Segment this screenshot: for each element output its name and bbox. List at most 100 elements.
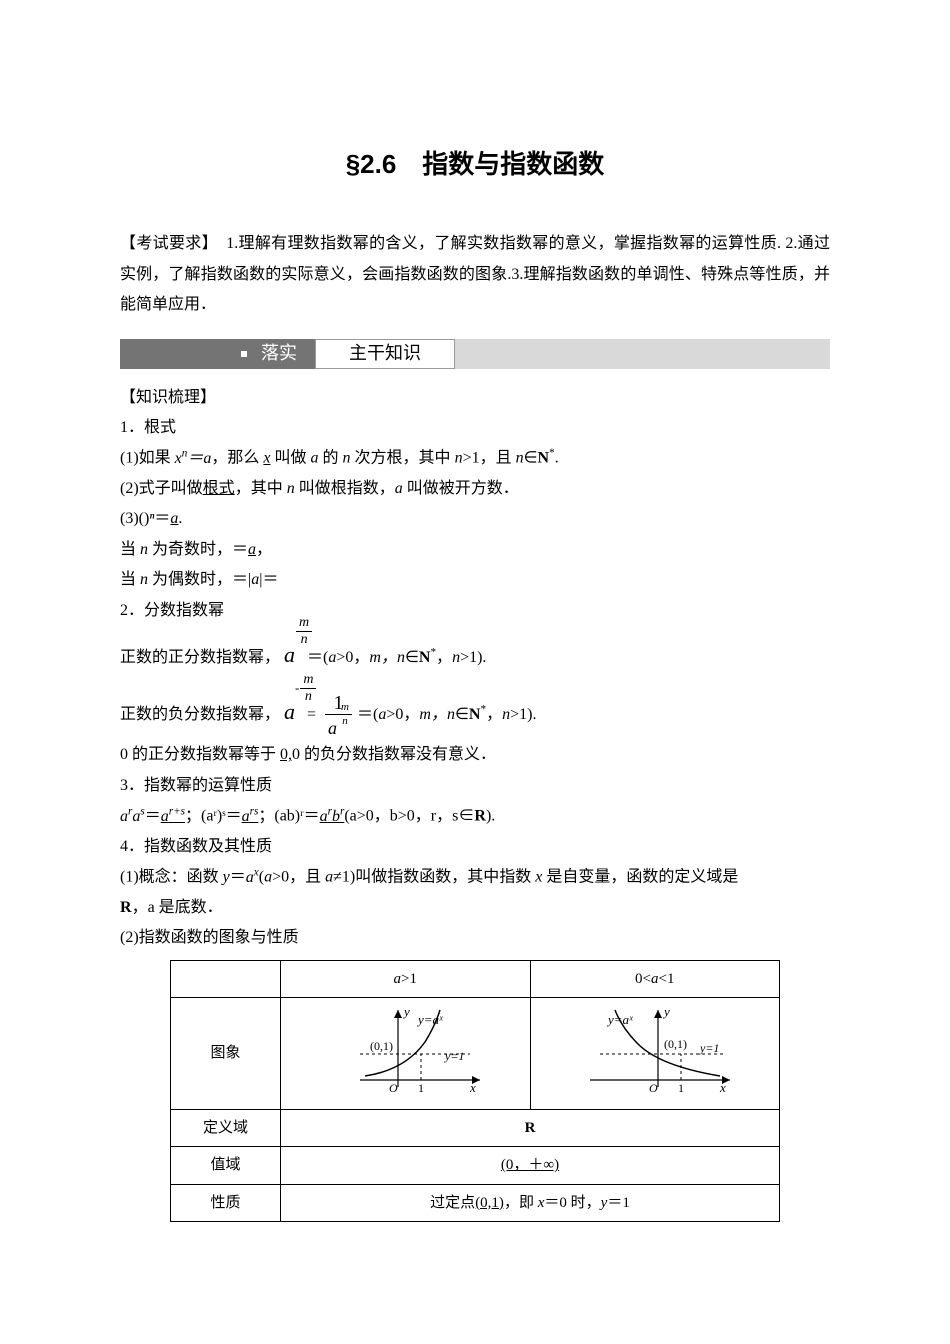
sec4-head: 4．指数函数及其性质 [120, 832, 830, 862]
t: 过定点 [430, 1195, 475, 1211]
table-row: 定义域 R [171, 1109, 780, 1147]
table-row: 值域 (0，＋∞) [171, 1147, 780, 1185]
v: m，n [369, 649, 405, 666]
t: >1). [510, 706, 536, 723]
table-row: 图象 O 1 x y (0,1) y=1 y=aˣ [171, 998, 780, 1110]
v: a [395, 480, 403, 497]
t: ；(aʳ)ˢ＝ [185, 808, 242, 825]
t: R [525, 1120, 536, 1136]
u: a [248, 541, 256, 558]
u: arbr [320, 808, 345, 825]
t: 当 n 为奇数时，＝ [120, 541, 248, 558]
t: ；(ab)ʳ＝ [258, 808, 319, 825]
sec2-head: 2．分数指数幂 [120, 596, 830, 626]
u: ars [242, 808, 259, 825]
t: ，a 是底数． [132, 899, 223, 916]
svg-text:y=1: y=1 [699, 1041, 719, 1055]
t: ∈ [405, 649, 419, 666]
t: ，那么 [211, 450, 263, 467]
set-N: N [538, 450, 550, 467]
t: ， [486, 706, 502, 723]
t: (2)式子叫做 [120, 480, 203, 497]
t: 正数的正分数指数幂， [120, 649, 280, 666]
banner-dark: 落实 [120, 339, 315, 369]
sec1-even: 当 n 为偶数时，＝|a|＝ [120, 565, 830, 595]
sec3-head: 3．指数幂的运算性质 [120, 771, 830, 801]
t: 叫做被开方数． [403, 480, 519, 497]
a-pow-m-n: a mn [284, 626, 295, 683]
a-pow-neg-m-n: a -mn [284, 683, 295, 740]
exp-function-table: a>1 0<a<1 图象 O 1 x y (0,1) y=1 y=aˣ [170, 960, 780, 1223]
v: n [516, 450, 524, 467]
svg-text:y=aˣ: y=aˣ [606, 1012, 633, 1027]
t: ). [486, 808, 495, 825]
set-R: R [120, 899, 132, 916]
svg-text:y: y [402, 1004, 410, 1019]
sec3-rules: aras＝ar+s；(aʳ)ˢ＝ars；(ab)ʳ＝arbr(a>0，b>0，r… [120, 801, 830, 832]
svg-text:x: x [469, 1080, 476, 1094]
sec4-p1b: R，a 是底数． [120, 893, 830, 923]
t: 正数的负分数指数幂， [120, 706, 280, 723]
graph-decreasing: O 1 x y (0,1) y=1 y=aˣ [530, 998, 780, 1110]
u: (0,1) [475, 1195, 504, 1211]
svg-text:(0,1): (0,1) [664, 1037, 687, 1051]
svg-text:y=1: y=1 [444, 1049, 464, 1063]
set-R: R [474, 808, 486, 825]
t: 叫做 [271, 450, 311, 467]
t: . [178, 510, 182, 527]
v: n [502, 706, 510, 723]
t: (a>0，b>0，r，s∈ [344, 808, 474, 825]
banner-dot-icon [241, 351, 247, 357]
v: a [311, 450, 319, 467]
svg-text:y=aˣ: y=aˣ [416, 1012, 443, 1027]
expr-xn-eq-a: xn＝a [175, 450, 212, 467]
t: ，即 x＝0 时，y＝1 [504, 1195, 630, 1211]
sec2-pos: 正数的正分数指数幂， a mn ＝(a>0，m，n∈N*，n>1). [120, 626, 830, 683]
t: ，且 [480, 450, 516, 467]
t: (1)如果 [120, 450, 175, 467]
page-title: §2.6 指数与指数函数 [120, 140, 830, 189]
prop-value: 过定点(0,1)，即 x＝0 时，y＝1 [281, 1184, 780, 1222]
t: 的 [319, 450, 343, 467]
t: 0 的负分数指数幂没有意义． [292, 746, 496, 763]
sec2-zero: 0 的正分数指数幂等于 0,0 的负分数指数幂没有意义． [120, 740, 830, 770]
exp-decreasing-icon: O 1 x y (0,1) y=1 y=aˣ [560, 1002, 750, 1094]
t: (1)概念：函数 y＝ax(a>0，且 a≠1)叫做指数函数，其中指数 x 是自… [120, 869, 738, 886]
one-over-a-m-n: 1 a mn [325, 693, 352, 738]
svg-text:x: x [719, 1080, 726, 1094]
col-a-gt-1: a>1 [281, 960, 531, 998]
t: >0， [386, 706, 419, 723]
t: 0 的正分数指数幂等于 [120, 746, 280, 763]
t: ， [436, 649, 452, 666]
svg-text:O: O [389, 1081, 398, 1094]
row-img-label: 图象 [171, 998, 281, 1110]
sec2-neg: 正数的负分数指数幂， a -mn = 1 a mn ＝(a>0，m，n∈N*，n… [120, 683, 830, 740]
range-value: (0，＋∞) [281, 1147, 780, 1185]
domain-value: R [281, 1109, 780, 1147]
sec1-odd: 当 n 为奇数时，＝a， [120, 535, 830, 565]
knowledge-label: 【知识梳理】 [120, 383, 830, 413]
sec4-p1: (1)概念：函数 y＝ax(a>0，且 a≠1)叫做指数函数，其中指数 x 是自… [120, 862, 830, 893]
svg-text:y: y [662, 1004, 670, 1019]
exp-increasing-icon: O 1 x y (0,1) y=1 y=aˣ [310, 1002, 500, 1094]
sec4-p2: (2)指数函数的图象与性质 [120, 923, 830, 953]
v: m，n [419, 706, 455, 723]
u: 0, [280, 746, 292, 763]
graph-increasing: O 1 x y (0,1) y=1 y=aˣ [281, 998, 531, 1110]
req-text: 1.理解有理数指数幂的含义，了解实数指数幂的意义，掌握指数幂的运算性质. 2.通… [120, 235, 830, 313]
sec1-head: 1．根式 [120, 413, 830, 443]
u: (0，＋∞) [501, 1157, 559, 1173]
exam-requirements: 【考试要求】 1.理解有理数指数幂的含义，了解实数指数幂的意义，掌握指数幂的运算… [120, 229, 830, 320]
header-blank [171, 960, 281, 998]
col-a-lt-1: 0<a<1 [530, 960, 780, 998]
u-x: x [263, 450, 270, 467]
sec1-p2: (2)式子叫做根式，其中 n 叫做根指数，a 叫做被开方数． [120, 474, 830, 504]
t: ， [256, 541, 272, 558]
v: n [343, 450, 351, 467]
sec1-p3: (3)()ⁿ＝a. [120, 504, 830, 534]
t: aras [120, 808, 145, 825]
banner-dark-text: 落实 [261, 336, 297, 370]
v: n [455, 450, 463, 467]
set-N: N [469, 706, 481, 723]
section-banner: 落实 主干知识 [120, 339, 830, 369]
